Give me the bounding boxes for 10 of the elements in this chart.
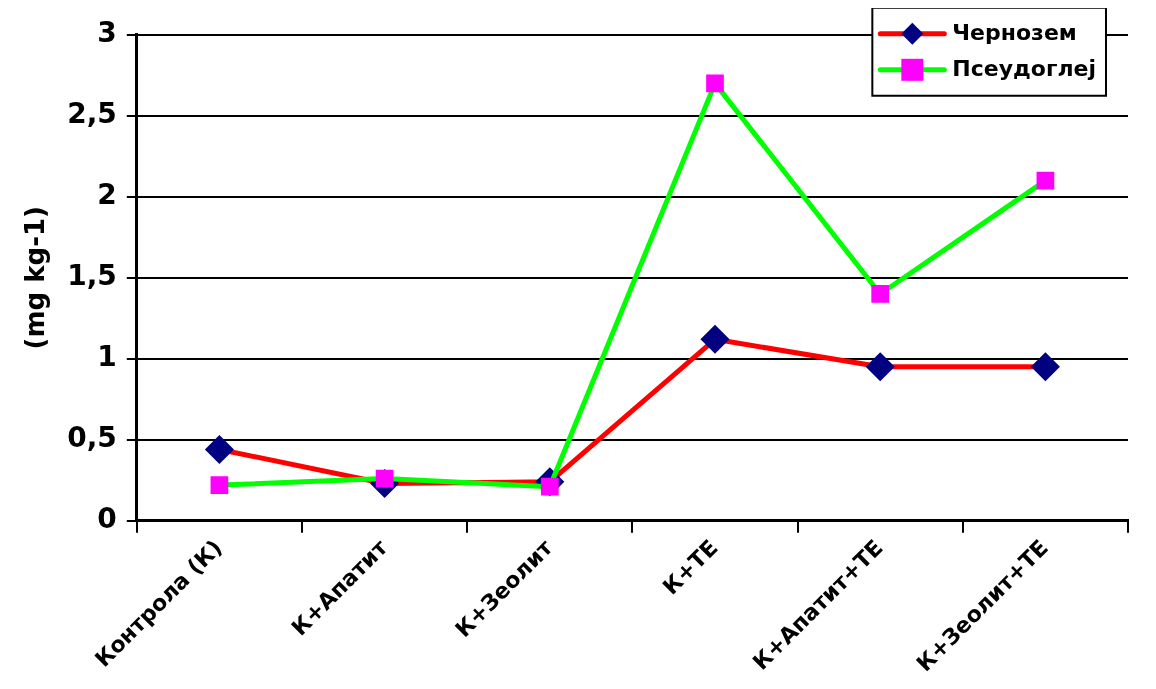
- y-tick-label: 3: [97, 16, 117, 50]
- legend-label: Псеудоглеј: [952, 55, 1097, 81]
- y-tick-label: 2,5: [67, 97, 117, 131]
- y-tick-label: 0,5: [67, 421, 117, 455]
- y-tick-label: 1,5: [67, 259, 117, 293]
- y-tick-label: 0: [97, 501, 117, 535]
- y-tick-label: 2: [97, 178, 117, 212]
- y-tick-label: 1: [97, 340, 117, 374]
- y-axis-title: (mg kg-1): [20, 206, 51, 350]
- legend-label: Чернозем: [952, 19, 1077, 45]
